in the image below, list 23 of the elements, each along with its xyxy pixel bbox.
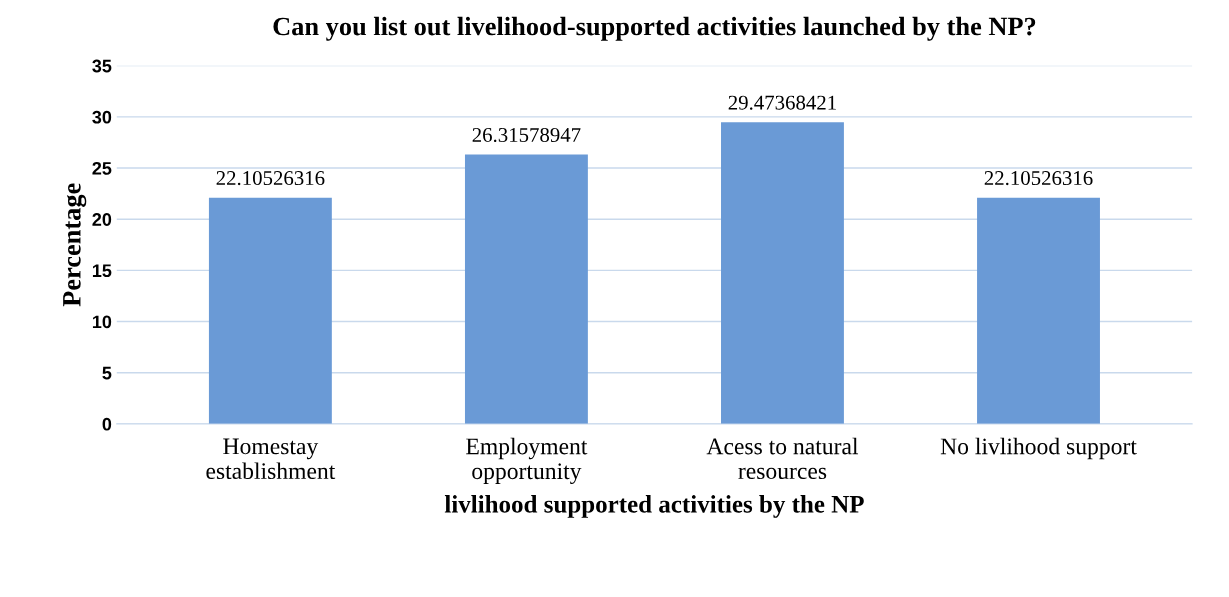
- y-tick-label: 35: [92, 59, 112, 73]
- y-tick-label: 20: [92, 213, 112, 226]
- y-tick-label: 5: [102, 366, 112, 380]
- x-axis-title: livlihood supported activities by the NP: [444, 495, 864, 518]
- data-label: 26.31578947: [472, 127, 581, 143]
- y-tick-label: 10: [92, 315, 112, 329]
- bar: [721, 122, 844, 424]
- y-tick-label: 0: [102, 417, 112, 431]
- data-label: 22.10526316: [984, 171, 1093, 186]
- x-tick-label: Employment opportunity: [466, 437, 588, 484]
- bar: [977, 197, 1100, 424]
- y-axis-title: Percentage: [63, 183, 87, 307]
- y-tick-label: 15: [92, 264, 112, 278]
- x-tick-label: No livlihood support: [940, 437, 1137, 460]
- bar: [208, 197, 332, 424]
- y-tick-label: 30: [92, 110, 112, 124]
- x-tick-label: Acess to natural resources: [706, 437, 859, 480]
- x-tick-label: Homestay establishment: [206, 438, 336, 480]
- chart-title: Can you list out livelihood-supported activities launched by the NP?: [273, 16, 1036, 41]
- data-label: 22.10526316: [216, 171, 325, 186]
- y-tick-label: 25: [92, 161, 112, 175]
- bar: [464, 154, 588, 424]
- data-label: 29.47368421: [728, 95, 836, 110]
